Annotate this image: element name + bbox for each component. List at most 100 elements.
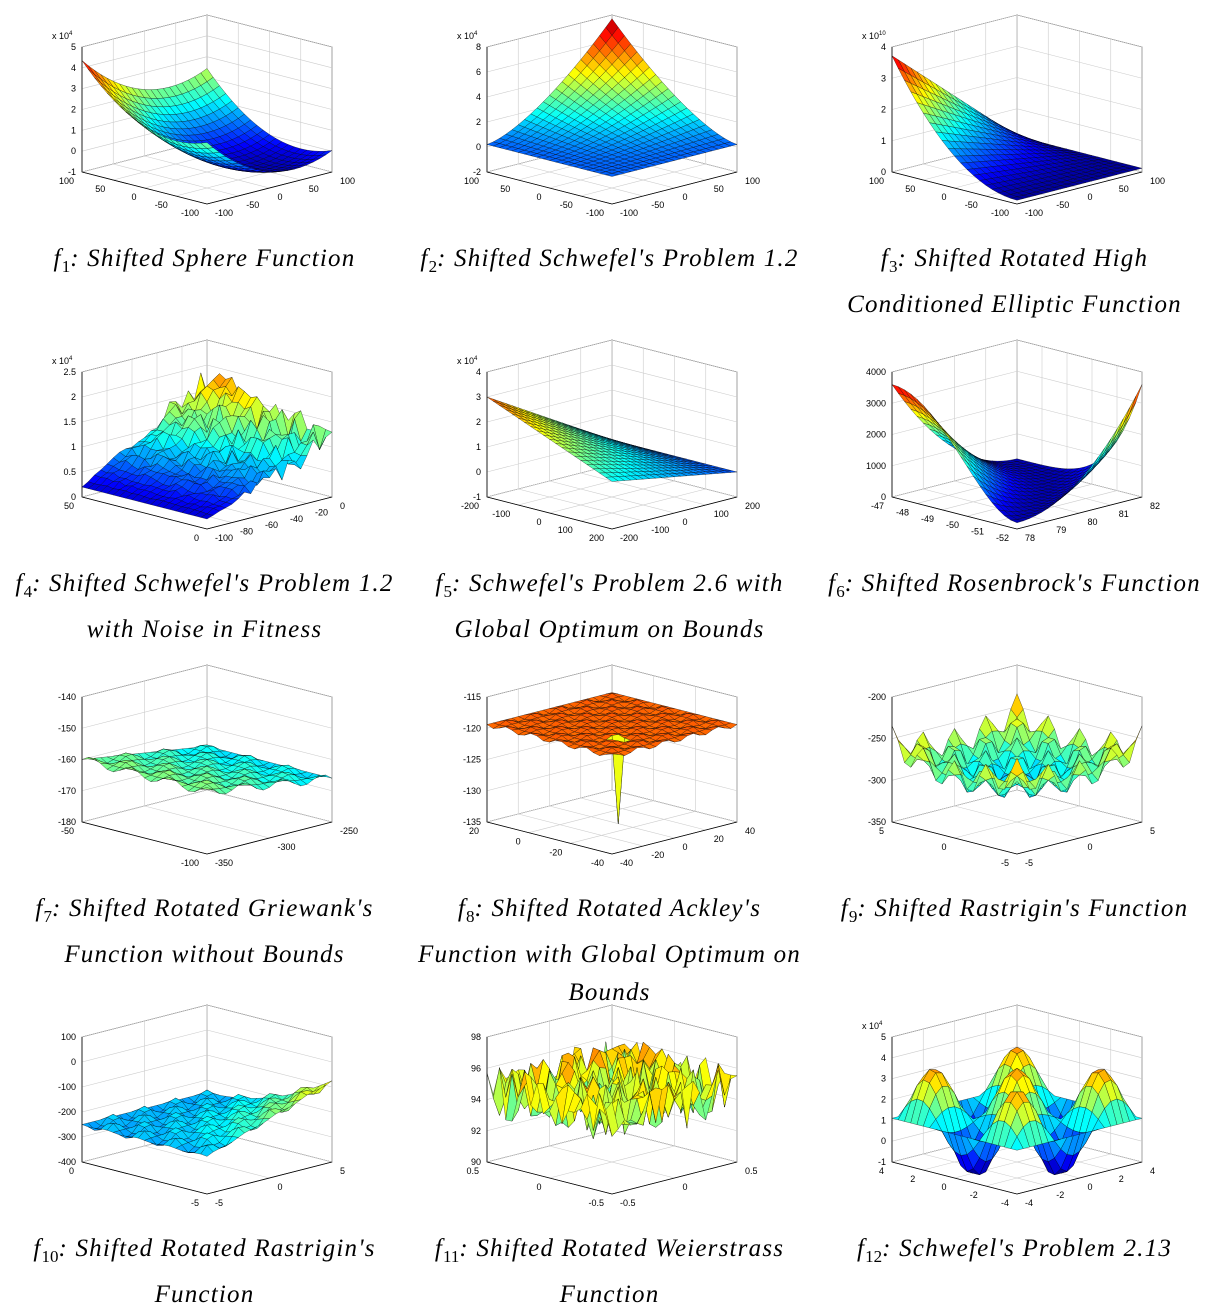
x-tick-label: -50 (946, 520, 959, 530)
y-tick-label: -80 (240, 527, 253, 537)
z-tick-label: -200 (58, 1107, 76, 1117)
z-tick-label: -300 (868, 775, 886, 785)
x-tick-label: 0 (69, 1166, 74, 1176)
y-tick-label: -100 (651, 525, 669, 535)
x-tick-label: 100 (464, 176, 479, 186)
caption-index: 6 (836, 582, 845, 601)
x-tick-label: -49 (921, 514, 934, 524)
z-tick-label: 4000 (866, 367, 886, 377)
x-tick-label: 50 (500, 184, 510, 194)
caption-text: : Shifted Rotated Weierstrass Function (459, 1235, 784, 1308)
caption-index: 10 (41, 1247, 58, 1266)
caption-text: : Shifted Rastrigin's Function (857, 895, 1188, 922)
x-tick-label: 100 (59, 176, 74, 186)
figure-caption: f7: Shifted Rotated Griewank's Function … (2, 890, 407, 974)
y-tick-label: -100 (620, 208, 638, 218)
y-tick-label: 0 (278, 192, 283, 202)
y-tick-label: 0 (340, 501, 345, 511)
y-tick-label: 40 (745, 826, 755, 836)
y-tick-label: -100 (215, 208, 233, 218)
x-tick-label: -200 (461, 501, 479, 511)
x-tick-label: -100 (181, 858, 199, 868)
figure-panel: -1012345420-2-4-4-2024x 104f12: Schwefel… (812, 990, 1217, 1276)
y-tick-label: -5 (215, 1198, 223, 1208)
x-tick-label: -50 (61, 826, 74, 836)
y-tick-label: 50 (309, 184, 319, 194)
x-tick-label: 5 (879, 826, 884, 836)
x-tick-label: -40 (591, 858, 604, 868)
figure-caption: f3: Shifted Rotated High Conditioned Ell… (812, 240, 1217, 324)
figure-panel: -202468100500-50-100-100-50050100x 104f2… (407, 0, 812, 286)
surface-plot: 90929496980.50-0.5-0.500.5 (407, 990, 812, 1222)
caption-text: : Shifted Sphere Function (70, 245, 355, 272)
multiplier-base: x 10 (862, 31, 879, 41)
x-tick-label: 0 (516, 837, 521, 847)
y-tick-label: 200 (745, 501, 760, 511)
surface-plot: -135-130-125-120-115200-20-40-40-2002040 (407, 650, 812, 882)
surface-plot: -350-300-250-20050-5-505 (812, 650, 1217, 882)
y-tick-label: -300 (278, 842, 296, 852)
z-tick-label: -140 (58, 692, 76, 702)
y-tick-label: 82 (1150, 501, 1160, 511)
z-tick-label: 2 (476, 117, 481, 127)
z-tick-label: -300 (58, 1132, 76, 1142)
x-tick-label: -100 (181, 208, 199, 218)
y-tick-label: 5 (340, 1166, 345, 1176)
figure-panel: 01000200030004000-47-48-49-50-51-5278798… (812, 325, 1217, 611)
caption-index: 11 (443, 1247, 459, 1266)
caption-index: 7 (44, 907, 53, 926)
y-tick-label: 0 (683, 192, 688, 202)
axis-multiplier: x 104 (52, 31, 73, 41)
y-tick-label: 50 (714, 184, 724, 194)
y-tick-label: 5 (1150, 826, 1155, 836)
caption-text: : Shifted Schwefel's Problem 1.2 with No… (32, 570, 394, 643)
y-tick-label: 0 (278, 1182, 283, 1192)
y-tick-label: -50 (1056, 200, 1069, 210)
figure-caption: f5: Schwefel's Problem 2.6 with Global O… (407, 565, 812, 649)
multiplier-exponent: 10 (879, 31, 886, 37)
multiplier-base: x 10 (457, 356, 474, 366)
multiplier-exponent: 4 (69, 356, 73, 362)
figure-caption: f11: Shifted Rotated Weierstrass Functio… (407, 1230, 812, 1314)
figure-panel: -180-170-160-150-140-50-100-350-300-250f… (2, 650, 407, 974)
figure-panel: 00.511.522.5500-100-80-60-40-200x 104f4:… (2, 325, 407, 649)
z-tick-label: 4 (476, 367, 481, 377)
x-tick-label: -51 (971, 527, 984, 537)
y-tick-label: -60 (265, 520, 278, 530)
x-tick-label: 20 (469, 826, 479, 836)
y-tick-label: -200 (620, 533, 638, 543)
y-tick-label: 20 (714, 834, 724, 844)
caption-symbol: f (15, 570, 23, 597)
x-tick-label: -100 (991, 208, 1009, 218)
x-tick-label: -0.5 (588, 1198, 604, 1208)
axis-multiplier: x 104 (457, 356, 478, 366)
z-tick-label: 3000 (866, 398, 886, 408)
y-tick-label: 0 (1088, 192, 1093, 202)
x-tick-label: -5 (191, 1198, 199, 1208)
y-tick-label: -0.5 (620, 1198, 636, 1208)
y-tick-label: 50 (1119, 184, 1129, 194)
y-tick-label: -50 (651, 200, 664, 210)
figure-caption: f2: Shifted Schwefel's Problem 1.2 (407, 240, 812, 286)
caption-symbol: f (420, 245, 428, 272)
y-tick-label: -20 (651, 850, 664, 860)
caption-text: : Shifted Rosenbrock's Function (845, 570, 1201, 597)
z-tick-label: 0 (476, 142, 481, 152)
x-tick-label: 0.5 (466, 1166, 479, 1176)
y-tick-label: 0 (683, 517, 688, 527)
caption-text: : Shifted Rotated High Conditioned Ellip… (847, 245, 1182, 318)
z-tick-label: 94 (471, 1095, 481, 1105)
figure-panel: 90929496980.50-0.5-0.500.5f11: Shifted R… (407, 990, 812, 1314)
y-tick-label: 0 (683, 842, 688, 852)
z-tick-label: 0 (71, 146, 76, 156)
y-tick-label: 79 (1056, 525, 1066, 535)
z-tick-label: 92 (471, 1126, 481, 1136)
y-tick-label: 80 (1088, 517, 1098, 527)
x-tick-label: -52 (996, 533, 1009, 543)
z-tick-label: 1 (71, 125, 76, 135)
z-tick-label: 0 (71, 1057, 76, 1067)
x-tick-label: 50 (95, 184, 105, 194)
x-tick-label: -5 (1001, 858, 1009, 868)
caption-index: 2 (429, 257, 438, 276)
axis-multiplier: x 104 (52, 356, 73, 366)
